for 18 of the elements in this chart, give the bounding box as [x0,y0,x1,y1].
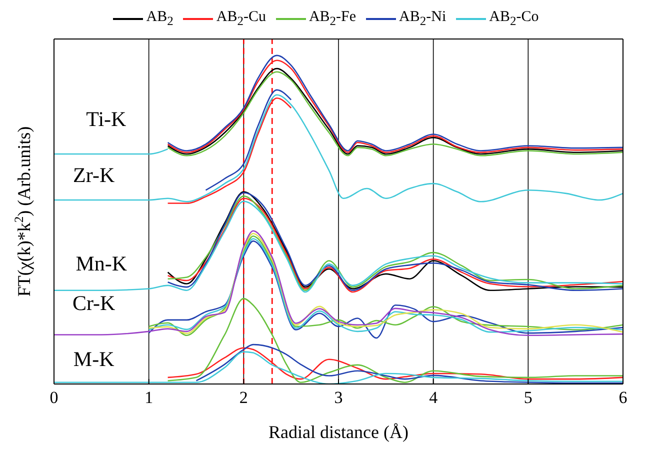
x-tick-label: 4 [429,388,438,408]
annotation: Mn-K [76,252,128,276]
x-tick-label: 3 [334,388,343,408]
x-tick-label: 6 [618,388,628,408]
annotation: Ti-K [86,106,126,131]
x-tick-label: 1 [144,388,154,408]
x-tick-label: 5 [524,388,532,408]
annotation: Cr-K [72,290,116,315]
legend-label: AB$_{2}$-Ni [399,9,446,29]
x-tick-label: 2 [239,388,248,408]
x-tick-label: 0 [50,388,58,408]
legend-label: AB$_{2}$-Cu [216,9,266,29]
legend-label: AB$_{2}$ [146,9,174,29]
annotation: M-K [73,346,114,371]
legend-label: AB$_{2}$-Fe [308,9,356,29]
annotation: Zr-K [73,162,115,187]
x-axis-title: Radial distance (Å) [268,422,408,442]
legend-label: AB$_{2}$-Co [489,9,539,29]
